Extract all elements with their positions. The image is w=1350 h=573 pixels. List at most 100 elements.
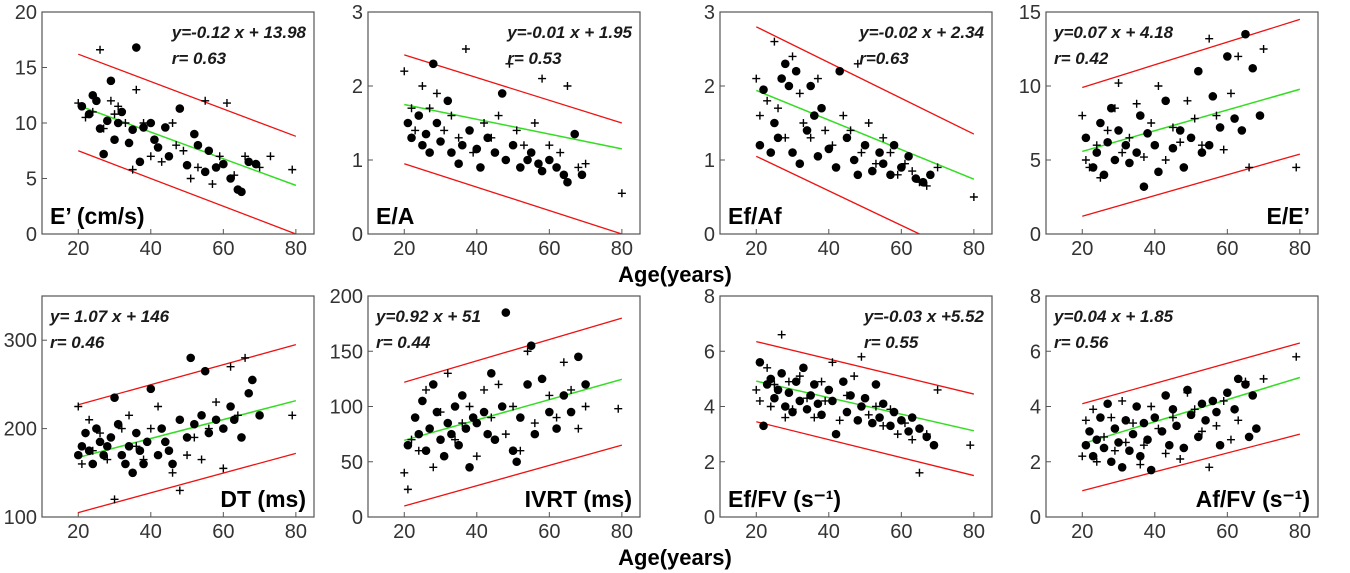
y-tick-label: 4 <box>704 397 715 419</box>
x-tick-label: 40 <box>466 238 488 260</box>
y-tick-label: 8 <box>1030 286 1041 308</box>
x-tick-label: 20 <box>745 521 767 543</box>
data-point-dot <box>454 440 463 450</box>
data-point-cross <box>288 411 297 420</box>
data-point-dot <box>886 170 895 180</box>
y-tick-label: 15 <box>1019 2 1041 24</box>
data-point-cross <box>1245 163 1254 172</box>
data-point-cross <box>1190 405 1199 414</box>
subplot-3: 20 40 60 80 0 1 2 3 y=-0.02 x + 2.34 r=0.63 Ef/Af <box>704 2 993 260</box>
y-tick-label: 50 <box>341 452 363 474</box>
data-point-cross <box>1139 153 1148 162</box>
data-point-dot <box>545 407 554 417</box>
data-point-cross <box>1089 405 1098 414</box>
data-point-cross <box>469 148 478 157</box>
data-point-dot <box>860 140 870 150</box>
data-point-cross <box>922 430 931 439</box>
data-point-dot <box>545 155 554 165</box>
upper-bound-line <box>404 54 623 124</box>
x-tick-label: 80 <box>285 521 307 543</box>
data-point-dot <box>175 415 185 425</box>
lower-bound-line <box>755 155 920 234</box>
data-point-dot <box>204 428 214 438</box>
data-point-cross <box>215 152 224 161</box>
data-point-cross <box>1197 427 1206 436</box>
data-point-dot <box>853 170 863 180</box>
data-point-cross <box>871 159 880 168</box>
data-point-cross <box>1129 419 1138 428</box>
data-point-cross <box>1183 96 1192 105</box>
panel-label: E/E’ <box>1267 203 1310 229</box>
data-point-dot <box>759 85 768 94</box>
data-point-cross <box>886 148 895 157</box>
data-point-cross <box>425 104 434 113</box>
data-point-cross <box>1136 460 1145 469</box>
data-point-cross <box>212 398 221 407</box>
data-point-dot <box>552 424 561 433</box>
data-point-cross <box>969 193 978 201</box>
data-point-cross <box>96 45 105 54</box>
data-point-dot <box>200 366 210 376</box>
data-point-cross <box>1110 446 1119 455</box>
data-point-dot <box>190 129 199 139</box>
data-point-cross <box>755 111 764 120</box>
data-point-dot <box>1092 148 1102 157</box>
x-tick-label: 20 <box>1071 238 1093 260</box>
data-point-dot <box>1194 66 1203 76</box>
data-point-dot <box>1081 440 1091 450</box>
data-point-cross <box>422 385 431 394</box>
data-point-cross <box>763 363 772 372</box>
data-point-dot <box>1114 126 1123 135</box>
data-point-cross <box>908 167 917 176</box>
data-point-dot <box>139 123 148 132</box>
data-point-dot <box>461 424 471 433</box>
data-point-cross <box>96 429 105 438</box>
data-point-cross <box>74 99 83 108</box>
data-point-cross <box>900 159 909 168</box>
data-point-dot <box>226 402 235 411</box>
data-point-dot <box>1125 446 1134 456</box>
data-point-dot <box>421 129 431 139</box>
data-point-cross <box>461 45 470 53</box>
data-point-dot <box>128 125 137 134</box>
data-point-dot <box>447 429 456 439</box>
data-point-dot <box>102 116 112 126</box>
data-point-cross <box>933 163 942 172</box>
data-point-dot <box>447 148 456 157</box>
data-point-dot <box>436 137 445 146</box>
regression-equation: y=-0.02 x + 2.34 <box>858 23 984 42</box>
data-point-cross <box>1161 156 1170 164</box>
data-point-dot <box>904 152 913 161</box>
data-point-dot <box>421 446 431 456</box>
axes-frame <box>41 295 315 518</box>
data-point-cross <box>795 89 804 98</box>
data-point-cross <box>850 372 859 381</box>
data-point-dot <box>124 441 134 451</box>
data-point-dot <box>1139 182 1149 191</box>
data-point-cross <box>132 442 141 451</box>
data-point-cross <box>752 74 761 83</box>
data-point-cross <box>168 119 177 127</box>
x-tick-label: 60 <box>212 521 234 543</box>
data-point-dot <box>479 407 489 417</box>
lower-bound-line <box>756 421 975 477</box>
data-point-dot <box>229 415 239 425</box>
data-point-dot <box>1110 155 1120 165</box>
data-point-dot <box>1248 391 1258 400</box>
data-point-cross <box>230 171 239 180</box>
data-point-dot <box>414 111 424 120</box>
data-point-dot <box>773 385 783 395</box>
data-point-cross <box>857 352 866 361</box>
data-point-dot <box>1208 92 1218 101</box>
data-point-dot <box>117 107 127 117</box>
data-point-dot <box>1099 170 1109 180</box>
regression-line <box>78 104 297 187</box>
data-point-dot <box>791 66 801 76</box>
axes-frame <box>41 11 315 235</box>
data-point-dot <box>1197 148 1207 157</box>
y-tick-label: 200 <box>4 419 37 441</box>
data-point-dot <box>842 407 852 417</box>
correlation-r: r= 0.55 <box>864 333 919 352</box>
data-point-dot <box>102 441 112 451</box>
data-point-cross <box>763 96 772 105</box>
